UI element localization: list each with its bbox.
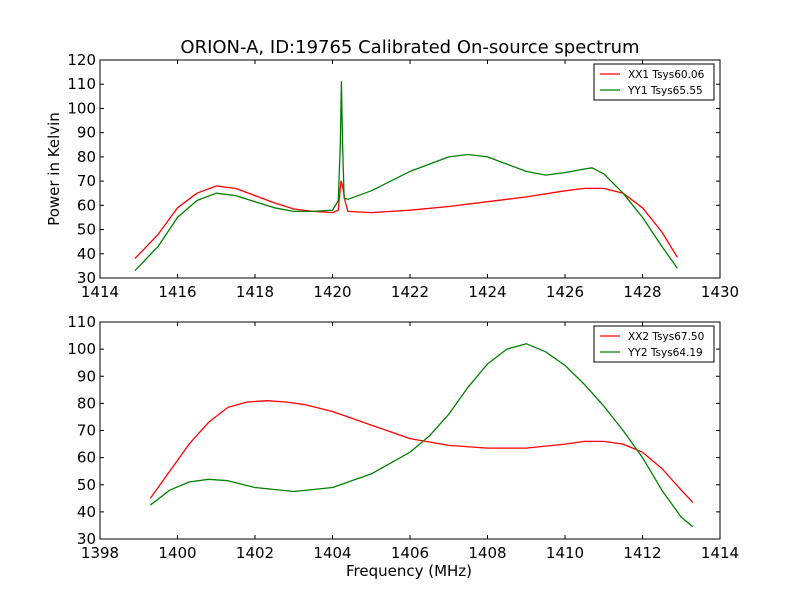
y-tick-label: 100 [67,99,96,117]
y-tick-label: 110 [67,313,96,331]
x-tick-label: 1410 [546,544,584,562]
series-line-yy2 [150,343,694,528]
x-tick-label: 1404 [313,544,351,562]
y-axis-title: Power in Kelvin [45,112,63,226]
y-tick-label: 60 [77,196,96,214]
x-tick-label: 1398 [81,544,119,562]
x-tick-label: 1430 [701,283,739,301]
chart-title: ORION-A, ID:19765 Calibrated On-source s… [180,37,639,58]
x-tick-label: 1400 [158,544,196,562]
x-tick-label: 1408 [468,544,506,562]
legend: XX2 Tsys67.50 YY2 Tsys64.19 [593,325,715,363]
x-tick-label: 1416 [158,283,196,301]
y-tick-label: 90 [77,124,96,142]
legend-label: XX1 Tsys60.06 [628,69,705,81]
x-tick-label: 1420 [313,283,351,301]
x-tick-label: 1426 [546,283,584,301]
y-tick-label: 70 [77,422,96,440]
y-tick-label: 60 [77,449,96,467]
y-tick-label: 70 [77,172,96,190]
legend: XX1 Tsys60.06 YY1 Tsys65.55 [593,63,715,101]
legend-label: XX2 Tsys67.50 [628,331,704,343]
y-tick-label: 50 [77,221,96,239]
x-tick-label: 1418 [236,283,274,301]
y-tick-label: 100 [67,340,96,358]
series-line-xx2 [149,400,694,503]
y-tick-label: 30 [77,530,96,548]
x-tick-label: 1406 [391,544,429,562]
x-axis-title: Frequency (MHz) [346,562,472,580]
x-tick-label: 1428 [623,283,661,301]
x-tick-label: 1424 [468,283,506,301]
y-tick-label: 40 [77,503,96,521]
legend-label: YY2 Tsys64.19 [627,347,703,359]
y-tick-label: 30 [77,269,96,287]
y-tick-label: 40 [77,245,96,263]
y-tick-label: 120 [67,51,96,69]
x-tick-label: 1402 [236,544,274,562]
x-tick-label: 1414 [81,283,119,301]
y-tick-label: 110 [67,75,96,93]
y-tick-label: 50 [77,476,96,494]
series-line-yy1 [134,81,678,272]
top-subplot: 1414 1416 1418 1420 1422 1424 1426 1428 1430 30 40… [67,51,739,301]
x-tick-label: 1422 [391,283,429,301]
x-tick-label: 1412 [623,544,661,562]
y-tick-label: 90 [77,367,96,385]
legend-label: YY1 Tsys65.55 [627,85,703,97]
y-tick-label: 80 [77,148,96,166]
bottom-subplot: 1398 1400 1402 1404 1406 1408 1410 1412 1414 30 40… [67,313,739,562]
legend-box [593,325,715,363]
legend-box [593,63,715,101]
y-tick-label: 80 [77,394,96,412]
x-tick-label: 1414 [701,544,739,562]
